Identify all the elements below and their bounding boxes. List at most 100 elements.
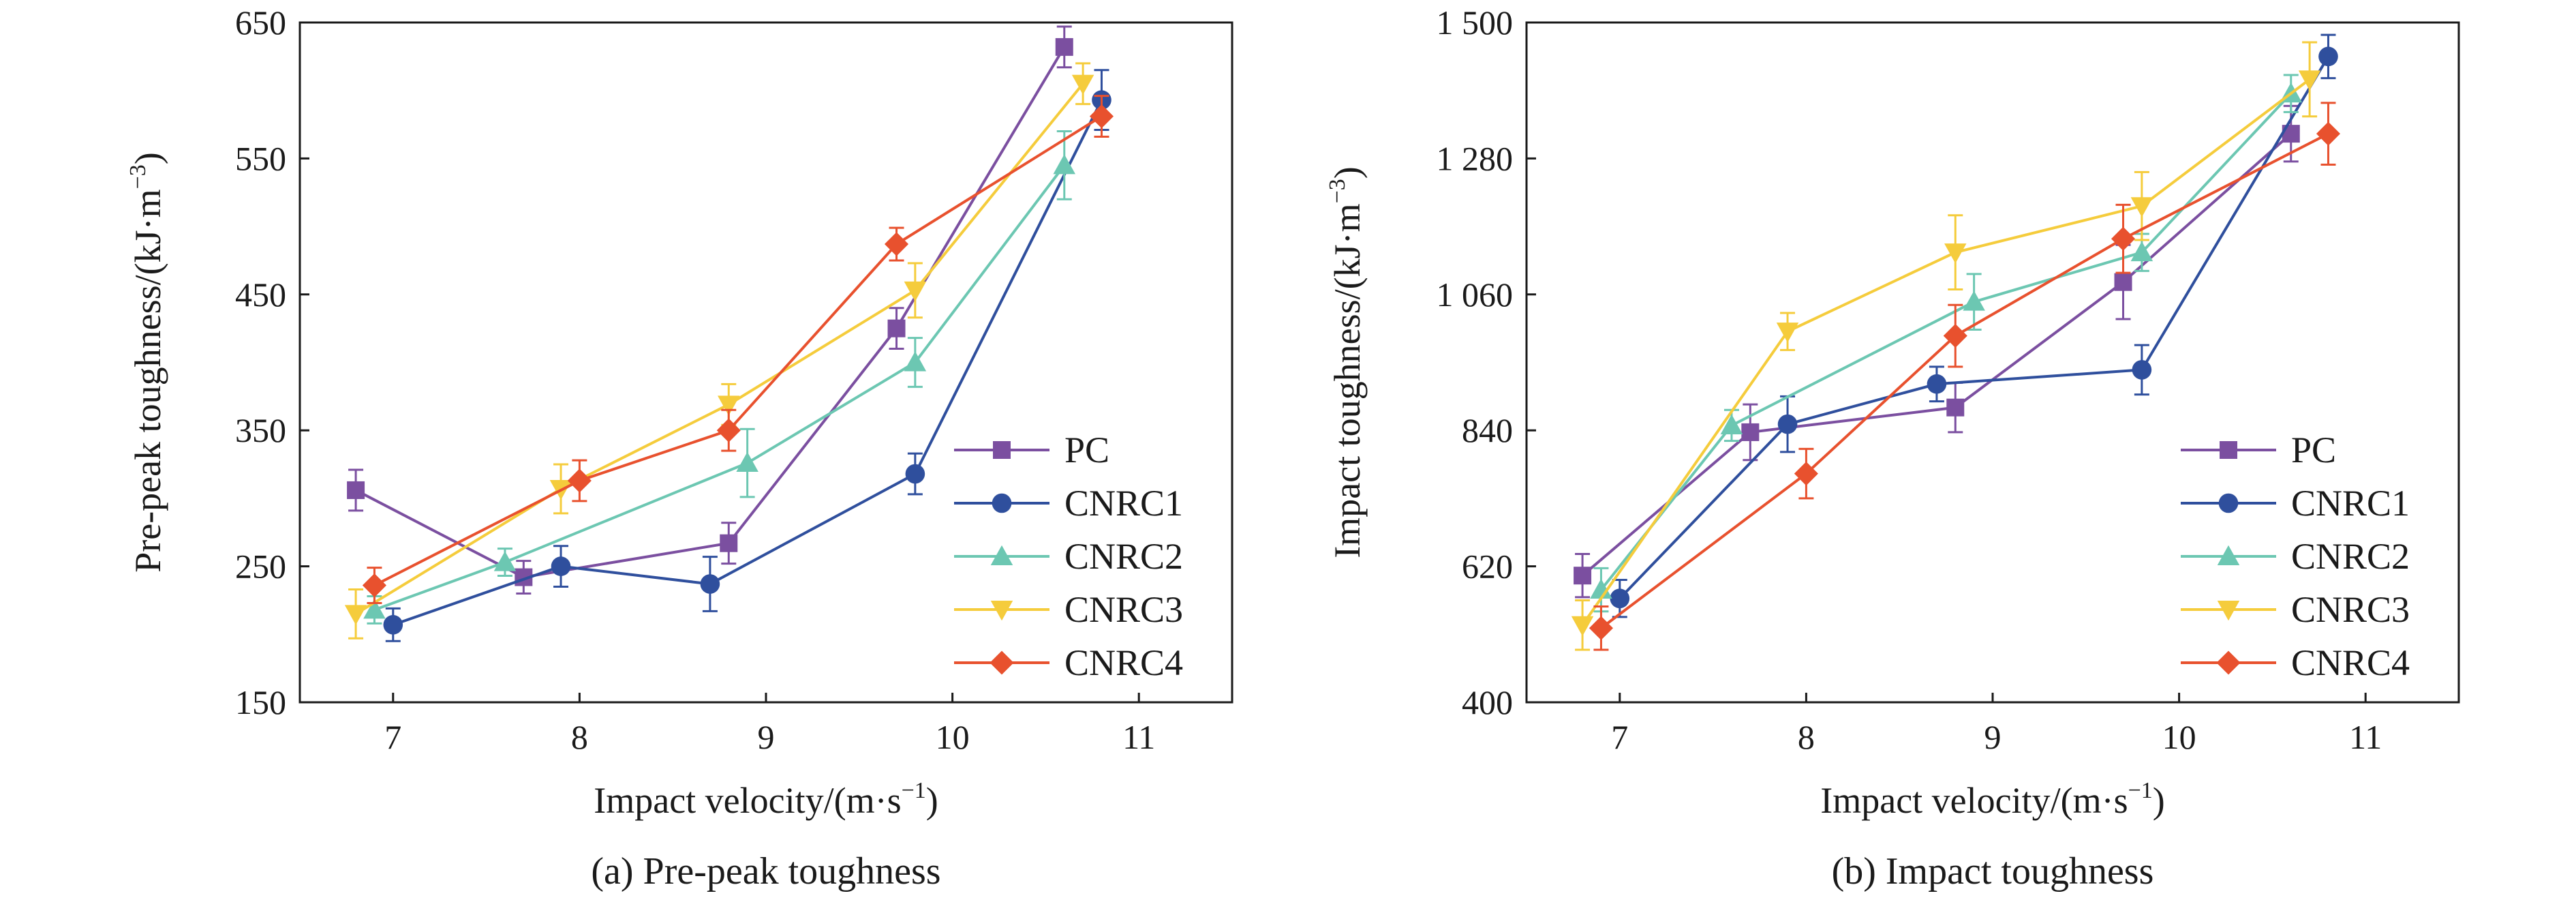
data-point [363,599,386,619]
y-tick-label: 650 [235,3,286,42]
data-point [1776,322,1799,343]
data-point [1720,414,1743,434]
x-tick-label: 7 [1611,718,1628,756]
legend-entry-cnrc3: CNRC3 [954,589,1183,630]
x-tick-label: 8 [571,718,588,756]
series-line [393,99,1103,627]
series-line [1599,92,2293,591]
data-point [1963,290,1985,311]
data-point [1794,462,1818,486]
legend-label: CNRC3 [2291,589,2410,630]
x-tick-label: 11 [2349,718,2382,756]
x-tick-label: 9 [758,718,775,756]
data-point [1927,374,1947,394]
data-point [2130,241,2153,262]
data-point [1574,567,1592,585]
legend-label: CNRC1 [2291,483,2410,524]
y-tick-label: 1 500 [1437,3,1514,42]
x-tick-label: 11 [1122,718,1155,756]
legend-marker [2217,545,2240,565]
x-tick-label: 10 [2162,718,2196,756]
legend-marker [992,493,1012,513]
y-tick-label: 1 060 [1437,275,1514,314]
data-point [2111,226,2136,251]
x-tick-label: 10 [936,718,970,756]
data-point [1946,398,1965,417]
x-tick-label: 9 [1984,718,2002,756]
legend-entry-cnrc2: CNRC2 [954,536,1183,577]
series-cnrc2 [1590,74,2303,613]
series-line [355,82,1084,616]
y-tick-label: 620 [1462,548,1513,586]
data-point [1055,38,1073,56]
data-point [1943,323,1967,348]
legend-label: PC [1064,430,1109,470]
data-point [1944,243,1967,264]
legend-label: CNRC4 [1064,642,1183,683]
panel-caption: (b) Impact toughness [1832,850,2154,892]
data-point [1610,588,1630,609]
legend-marker [993,441,1011,459]
legend-entry-cnrc3: CNRC3 [2181,589,2410,630]
data-point [905,464,925,484]
legend-entry-cnrc1: CNRC1 [954,483,1183,524]
legend-marker [2217,601,2240,621]
data-point [2316,121,2341,146]
panel-caption: (a) Pre-peak toughness [591,850,940,892]
x-axis-label: Impact velocity/(m·s−1) [1820,778,2165,821]
y-tick-label: 450 [235,275,286,314]
data-point [493,551,517,571]
data-point [551,556,571,576]
series-cnrc1 [1610,33,2338,618]
legend-marker [2220,441,2237,459]
data-point [344,605,367,625]
data-point [904,281,927,302]
data-point [1089,104,1114,129]
legend-entry-pc: PC [2181,430,2336,470]
legend-marker [990,601,1013,621]
data-point [2130,197,2153,217]
legend-label: CNRC2 [2291,536,2410,577]
x-tick-label: 7 [384,718,401,756]
legend-label: CNRC2 [1064,536,1183,577]
series-line [373,115,1103,587]
series-cnrc4 [1589,102,2341,651]
data-point [567,468,592,493]
data-point [2298,70,2321,91]
data-point [718,395,740,416]
data-point [2114,273,2132,291]
legend-label: CNRC4 [2291,642,2410,683]
y-tick-label: 150 [235,683,286,721]
data-point [2318,46,2338,67]
series-cnrc3 [1571,41,2321,651]
series-cnrc4 [362,95,1114,604]
chart-panel-pre-peak-toughness: 7 8 9 10 11 150 250 350 450 550 650 Impact velocity… [125,3,1233,892]
legend-entry-pc: PC [954,430,1109,470]
y-axis-label: Impact toughness/(kJ·m−3) [1325,166,1368,558]
series-pc [347,25,1073,595]
y-tick-label: 250 [235,548,286,586]
data-point [362,573,386,598]
chart-panel-impact-toughness: 7 8 9 10 11 400 620 840 1 060 1 280 1 500 Impact ve… [1325,3,2460,892]
y-axis-label: Pre-peak toughness/(kJ·m−3) [125,152,168,573]
legend-label: PC [2291,430,2336,470]
legend-entry-cnrc4: CNRC4 [2181,642,2410,683]
data-point [1777,414,1798,434]
legend-marker [990,650,1014,675]
legend-label: CNRC3 [1064,589,1183,630]
data-point [2132,360,2152,380]
data-point [736,451,758,472]
series-line [355,46,1066,579]
legend-entry-cnrc2: CNRC2 [2181,536,2410,577]
data-point [383,615,403,635]
data-point [1741,423,1760,441]
data-point [700,574,720,594]
legend-entry-cnrc4: CNRC4 [954,642,1183,683]
y-tick-label: 400 [1462,683,1513,721]
data-point [716,418,741,442]
series-pc [1574,104,2300,599]
series-cnrc3 [344,62,1094,640]
data-point [904,351,927,372]
series-cnrc2 [363,130,1076,625]
